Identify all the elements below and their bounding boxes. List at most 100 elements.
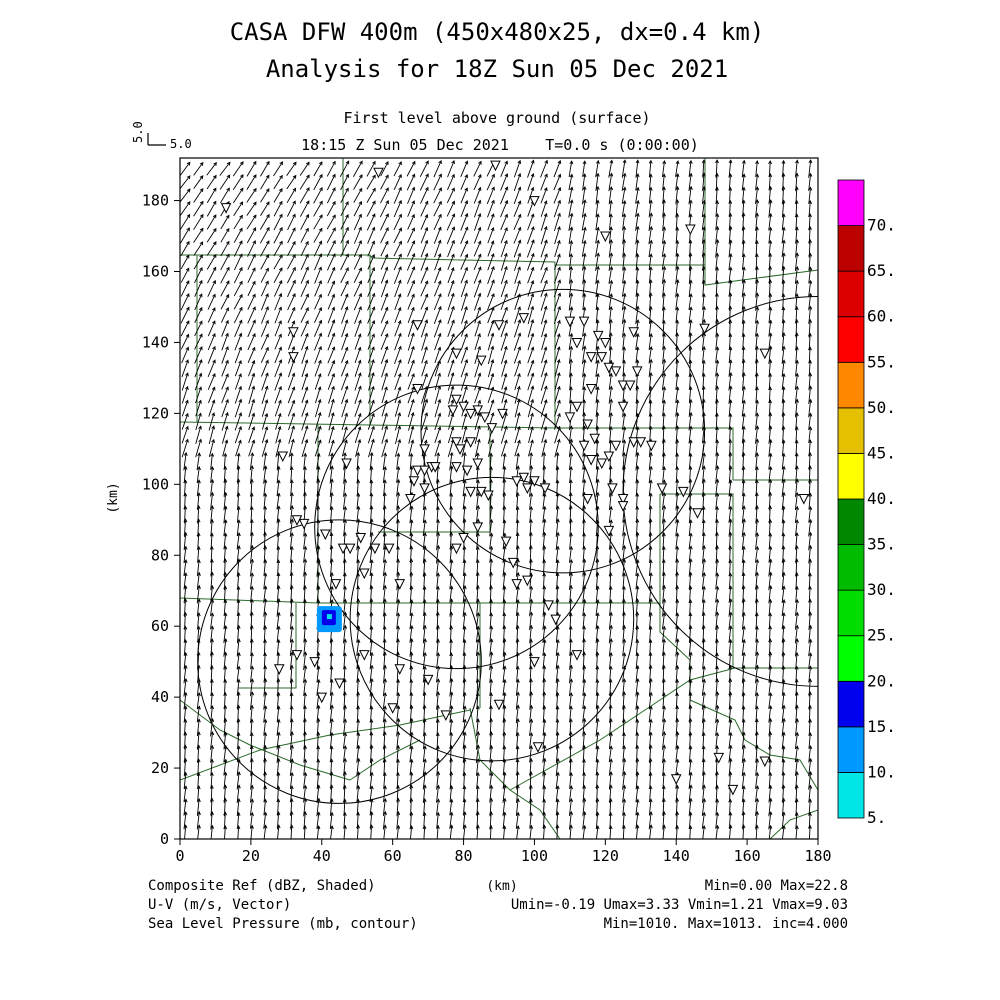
wind-vector [234,373,242,390]
wind-vector [368,385,375,404]
wind-vector [247,293,256,310]
wind-vector [354,385,362,404]
wind-vector [622,412,627,431]
wind-vector [180,306,190,324]
wind-vector [183,691,188,710]
wind-vector [500,425,508,444]
wind-vector [180,267,190,283]
wind-vector [381,425,389,444]
colorbar-segment [837,316,865,363]
wind-vector [675,265,680,285]
wind-vector [554,358,561,378]
wind-vector [210,452,215,470]
wind-vector [568,438,574,458]
wind-vector [582,265,587,285]
wind-vector [299,187,310,204]
wind-vector [527,173,535,191]
wind-vector [420,214,429,230]
wind-vector [273,187,283,203]
wind-vector [595,386,600,404]
wind-vector [314,306,323,324]
wind-vector [207,307,216,323]
wind-vector [342,492,348,510]
wind-vector [621,279,627,297]
wind-vector [675,292,680,311]
wind-vector [648,718,653,736]
wind-vector [342,732,348,749]
wind-vector [529,611,534,631]
wind-vector [274,306,282,324]
wind-vector [513,186,522,205]
wind-vector [353,239,362,257]
wind-vector [340,201,349,217]
wind-vector [382,571,387,590]
wind-vector [688,439,693,457]
y-tick-label: 60 [151,617,169,635]
wind-vector [367,399,375,417]
y-tick-label: 0 [160,830,169,848]
wind-vector [327,280,336,297]
wind-vector [648,266,653,284]
wind-vector [193,187,204,203]
wind-vector [688,532,693,550]
wind-vector [339,160,350,177]
wind-vector [181,399,189,417]
wind-vector [608,172,614,192]
wind-vector [382,810,387,830]
wind-vector [313,214,323,230]
wind-vector [248,359,256,377]
wind-vector [688,185,693,205]
wind-vector [380,226,389,244]
wind-vector [608,266,614,284]
wind-vector [273,254,283,270]
wind-vector [542,505,547,524]
wind-vector [382,692,387,710]
wind-vector [541,319,548,338]
wind-vector [527,346,535,364]
wind-vector [260,160,270,177]
wind-vector [582,452,587,470]
wind-vector [221,373,229,390]
wind-vector [221,425,229,444]
wind-vector [568,173,574,191]
wind-vector [487,240,495,257]
wind-vector [193,254,203,270]
wind-vector [368,372,375,391]
wind-vector [407,345,415,364]
wind-vector [433,213,442,231]
wind-vector [180,320,190,337]
reflectivity-echo [316,606,342,633]
wind-vector [234,319,243,338]
wind-vector [541,333,548,350]
wind-vector [274,292,283,311]
wind-vector [553,173,562,191]
wind-vector [675,173,680,191]
wind-vector [303,558,308,577]
wind-vector [287,386,296,404]
wind-vector [595,359,600,377]
wind-vector [662,160,667,178]
wind-vector [380,161,389,177]
wind-vector [582,358,587,378]
wind-vector [206,214,217,230]
wind-vector [648,239,653,258]
wind-vector [263,465,268,484]
wind-vector [196,479,201,497]
colorbar-label: 30. [867,580,896,599]
wind-vector [263,705,268,723]
wind-vector [210,491,215,511]
wind-vector [261,385,269,404]
wind-vector [248,426,256,444]
wind-vector [595,239,600,258]
colorbar-label: 25. [867,626,896,645]
wind-vector [196,452,201,471]
colorbar-label: 10. [867,762,896,781]
wind-vector [595,345,600,364]
wind-vector [236,532,241,550]
wind-vector [529,732,534,749]
wind-vector [595,745,600,763]
wind-vector [502,665,507,683]
wind-vector [542,518,547,537]
wind-vector [688,159,693,178]
wind-vector [527,266,535,284]
